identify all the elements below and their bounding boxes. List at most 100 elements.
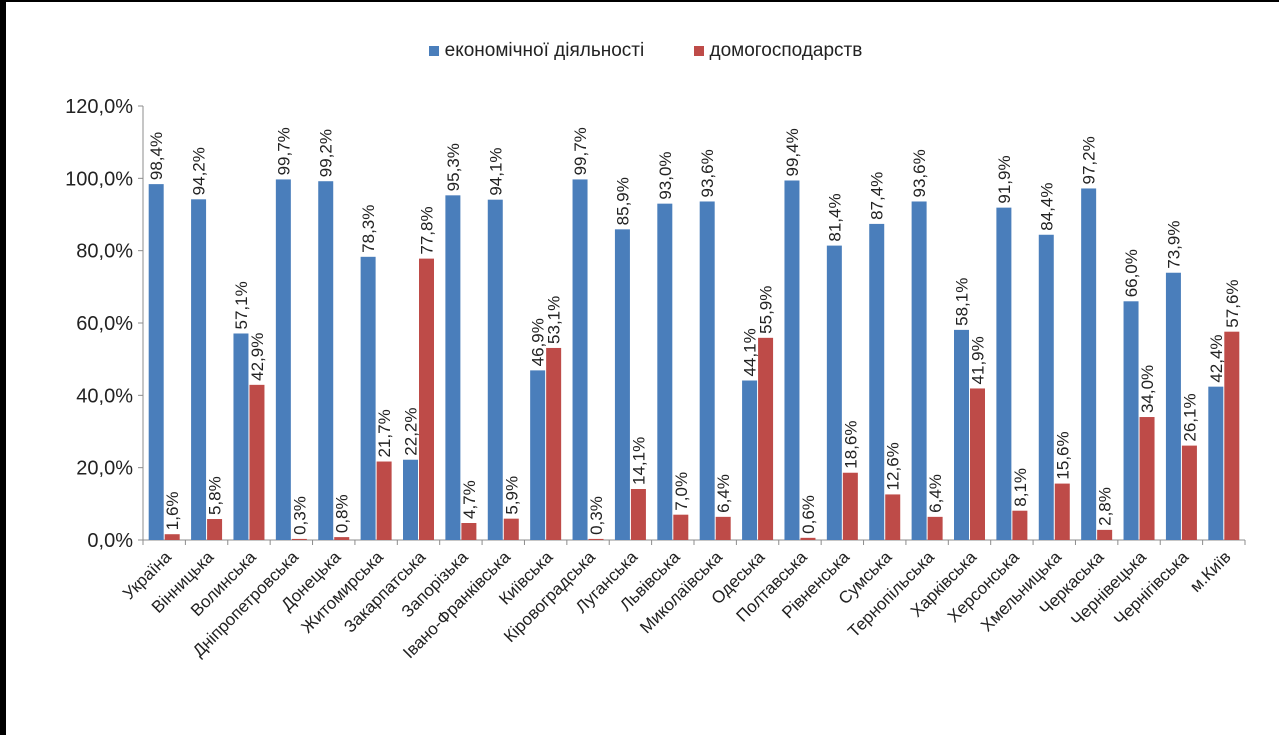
data-label-households: 18,6% <box>841 421 860 469</box>
legend-item-economic: економічної діяльності <box>428 40 645 62</box>
legend-label-economic: економічної діяльності <box>444 40 645 61</box>
data-label-households: 4,7% <box>460 480 479 519</box>
data-label-households: 42,9% <box>248 333 267 381</box>
y-tick-label: 100,0% <box>65 168 133 190</box>
bar-households <box>291 538 307 540</box>
bar-households <box>503 518 519 540</box>
data-label-households: 34,0% <box>1138 365 1157 413</box>
bar-economic <box>699 201 715 541</box>
data-label-households: 14,1% <box>629 437 648 485</box>
bar-economic <box>233 333 249 540</box>
bar-households <box>164 534 180 540</box>
data-label-economic: 58,1% <box>953 278 972 326</box>
data-label-economic: 93,6% <box>910 149 929 197</box>
bar-economic <box>1123 301 1139 540</box>
x-tick-label: Чернігівська <box>1110 547 1192 629</box>
legend-label-households: домогосподарств <box>709 40 863 61</box>
data-label-economic: 46,9% <box>529 318 548 366</box>
data-label-economic: 81,4% <box>825 193 844 241</box>
x-tick-label: м.Київ <box>1186 547 1234 595</box>
bar-economic <box>572 179 588 540</box>
bar-households <box>1054 483 1070 540</box>
data-label-households: 6,4% <box>926 474 945 513</box>
bar-economic <box>657 203 673 540</box>
legend-item-households: домогосподарств <box>693 40 863 62</box>
bar-economic <box>403 459 418 540</box>
data-label-households: 0,8% <box>333 494 352 533</box>
bar-economic <box>275 179 291 540</box>
data-label-economic: 94,2% <box>190 147 209 195</box>
data-label-households: 5,9% <box>502 476 521 515</box>
data-label-economic: 87,4% <box>868 172 887 220</box>
bar-households <box>461 523 477 540</box>
y-tick-label: 40,0% <box>76 385 133 407</box>
data-label-households: 15,6% <box>1053 431 1072 479</box>
data-label-households: 7,0% <box>672 472 691 511</box>
data-label-households: 55,9% <box>757 286 776 334</box>
data-label-economic: 97,2% <box>1080 136 1099 184</box>
bar-economic <box>954 329 969 540</box>
y-tick-label: 20,0% <box>76 458 133 480</box>
data-label-economic: 99,7% <box>274 127 293 175</box>
legend: економічної діяльності домогосподарств <box>6 40 1279 62</box>
bar-economic <box>1165 272 1181 540</box>
bar-households <box>334 537 350 540</box>
bar-economic <box>487 199 503 540</box>
bar-households <box>1181 445 1197 540</box>
data-label-economic: 44,1% <box>741 328 760 376</box>
bar-households <box>419 258 434 540</box>
bar-households <box>249 384 265 540</box>
bar-households <box>1139 417 1155 540</box>
bar-households <box>630 489 646 540</box>
data-label-economic: 99,2% <box>317 129 336 177</box>
bar-households <box>207 519 223 540</box>
bar-economic <box>742 380 758 540</box>
bar-households <box>588 538 604 540</box>
bar-households <box>927 516 943 540</box>
bar-households <box>842 472 858 540</box>
data-label-economic: 94,1% <box>486 147 505 195</box>
data-label-economic: 66,0% <box>1122 249 1141 297</box>
bar-economic <box>614 229 630 540</box>
bar-households <box>1097 529 1113 540</box>
y-tick-label: 60,0% <box>76 313 133 335</box>
bar-economic <box>148 184 164 540</box>
data-label-economic: 93,0% <box>656 151 675 199</box>
bar-economic <box>1038 234 1054 540</box>
data-label-households: 6,4% <box>714 474 733 513</box>
legend-swatch-economic <box>428 46 439 56</box>
y-tick-label: 80,0% <box>76 241 133 263</box>
bar-households <box>758 337 774 540</box>
bar-economic <box>191 199 207 540</box>
y-tick-label: 0,0% <box>87 530 133 552</box>
data-label-economic: 42,4% <box>1207 334 1226 382</box>
bar-households <box>546 347 562 540</box>
bar-households <box>1224 331 1240 540</box>
data-label-economic: 78,3% <box>359 205 378 253</box>
bar-households <box>376 461 392 540</box>
data-label-households: 8,1% <box>1011 468 1030 507</box>
bar-households <box>673 514 689 540</box>
data-label-households: 77,8% <box>418 206 437 254</box>
data-label-economic: 95,3% <box>444 143 463 191</box>
data-label-economic: 57,1% <box>232 281 251 329</box>
data-label-households: 57,6% <box>1223 279 1242 327</box>
data-label-economic: 73,9% <box>1164 221 1183 269</box>
data-label-households: 53,1% <box>545 296 564 344</box>
data-label-households: 41,9% <box>969 336 988 384</box>
data-label-households: 12,6% <box>884 442 903 490</box>
data-label-households: 0,3% <box>290 496 309 535</box>
bar-economic <box>911 201 927 541</box>
data-label-economic: 91,9% <box>995 155 1014 203</box>
bar-economic <box>1081 188 1097 540</box>
data-label-households: 21,7% <box>375 409 394 457</box>
data-label-households: 0,3% <box>587 496 606 535</box>
data-label-economic: 85,9% <box>613 177 632 225</box>
bar-households <box>1012 510 1028 540</box>
bar-economic <box>996 207 1012 540</box>
bar-economic <box>869 223 885 541</box>
data-label-households: 1,6% <box>163 491 182 530</box>
data-label-economic: 99,4% <box>783 128 802 176</box>
